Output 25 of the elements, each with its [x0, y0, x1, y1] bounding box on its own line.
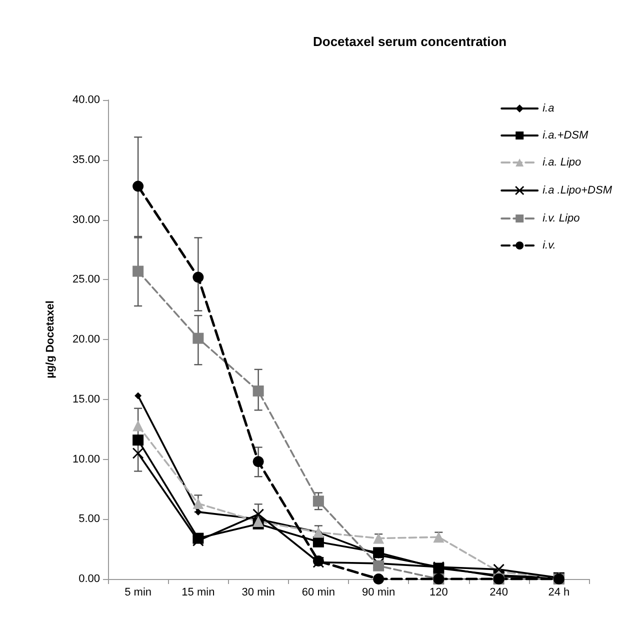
- legend-label: i.v.: [542, 240, 556, 252]
- y-tick-label: 40.00: [72, 94, 100, 106]
- y-tick-label: 25.00: [72, 274, 100, 286]
- x-tick-label: 120: [430, 586, 448, 598]
- x-tick-label: 30 min: [242, 586, 275, 598]
- y-tick-label: 35.00: [72, 154, 100, 166]
- legend-label: i.a. Lipo: [542, 156, 582, 168]
- y-tick-label: 30.00: [72, 214, 100, 226]
- legend-label: i.a: [542, 102, 554, 114]
- x-tick-label: 60 min: [302, 586, 335, 598]
- y-tick-label: 20.00: [72, 334, 100, 346]
- x-tick-label: 5 min: [124, 586, 152, 598]
- y-tick-label: 10.00: [72, 453, 100, 466]
- legend-label: i.a.+DSM: [542, 130, 589, 142]
- x-tick-label: 15 min: [182, 586, 215, 598]
- y-axis-title: µg/g Docetaxel: [44, 300, 56, 378]
- legend-label: i.v. Lipo: [542, 212, 580, 224]
- x-tick-label: 90 min: [362, 586, 396, 598]
- x-tick-label: 240: [490, 586, 508, 598]
- x-tick-label: 24 h: [548, 586, 570, 598]
- y-tick-label: 0.00: [78, 573, 100, 585]
- legend-label: i.a .Lipo+DSM: [542, 184, 613, 196]
- chart-title: Docetaxel serum concentration: [313, 34, 507, 49]
- y-tick-label: 15.00: [72, 393, 100, 406]
- y-tick-label: 5.00: [78, 513, 100, 526]
